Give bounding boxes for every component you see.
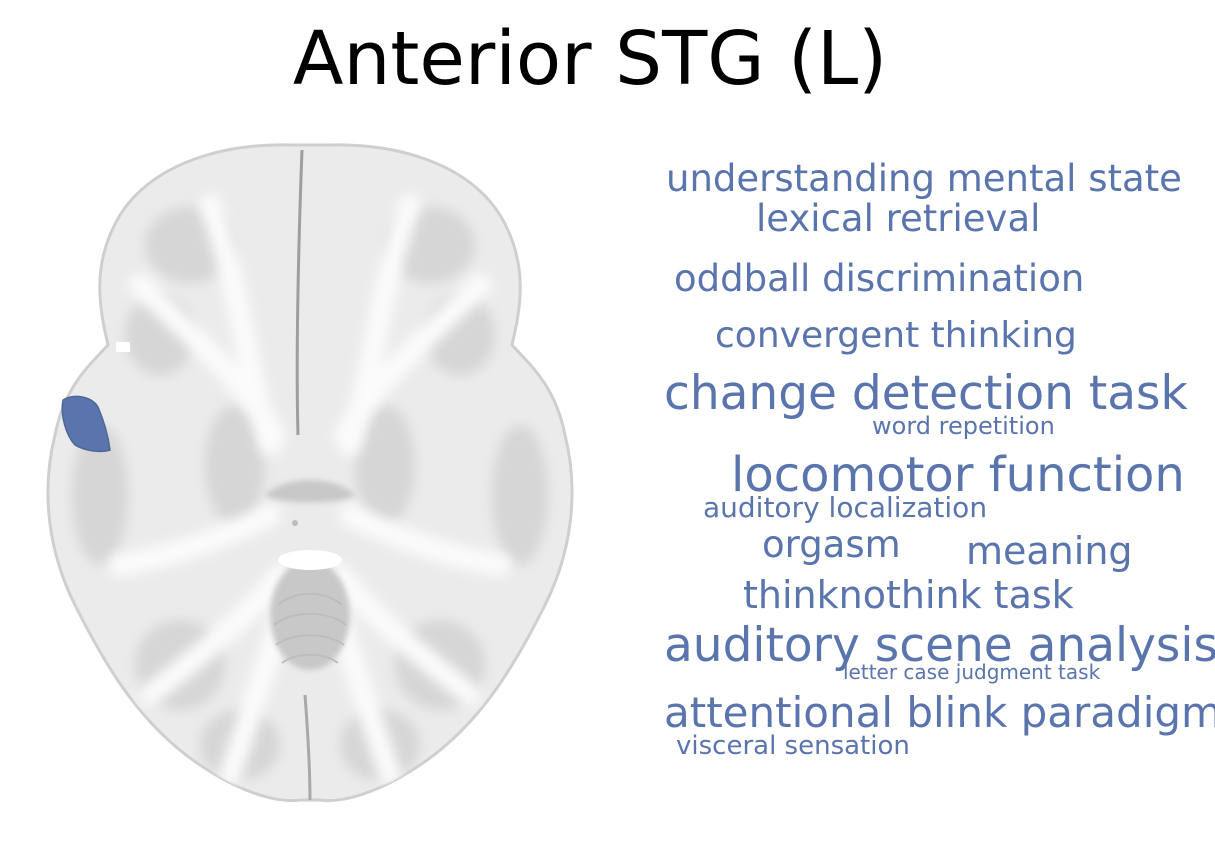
term-thinknothink-task: thinknothink task xyxy=(743,573,1074,617)
term-change-detection-task: change detection task xyxy=(664,366,1188,421)
term-attentional-blink-paradigm: attentional blink paradigm xyxy=(664,688,1215,737)
term-letter-case-judgment-task: letter case judgment task xyxy=(843,660,1101,684)
term-auditory-scene-analysis: auditory scene analysis xyxy=(664,618,1215,673)
term-auditory-localization: auditory localization xyxy=(703,491,988,524)
page-title: Anterior STG (L) xyxy=(292,16,888,102)
term-word-repetition: word repetition xyxy=(872,412,1055,440)
brain-axial-slice xyxy=(46,143,574,803)
term-orgasm: orgasm xyxy=(762,523,901,566)
anterior-stg-region xyxy=(61,395,111,453)
term-meaning: meaning xyxy=(966,529,1133,573)
term-oddball-discrimination: oddball discrimination xyxy=(674,257,1085,300)
term-convergent-thinking: convergent thinking xyxy=(715,315,1077,356)
brain-outline xyxy=(46,143,574,803)
term-lexical-retrieval: lexical retrieval xyxy=(756,197,1041,240)
term-locomotor-function: locomotor function xyxy=(731,447,1185,503)
term-understanding-mental-state: understanding mental state xyxy=(666,157,1182,200)
term-visceral-sensation: visceral sensation xyxy=(676,731,910,761)
